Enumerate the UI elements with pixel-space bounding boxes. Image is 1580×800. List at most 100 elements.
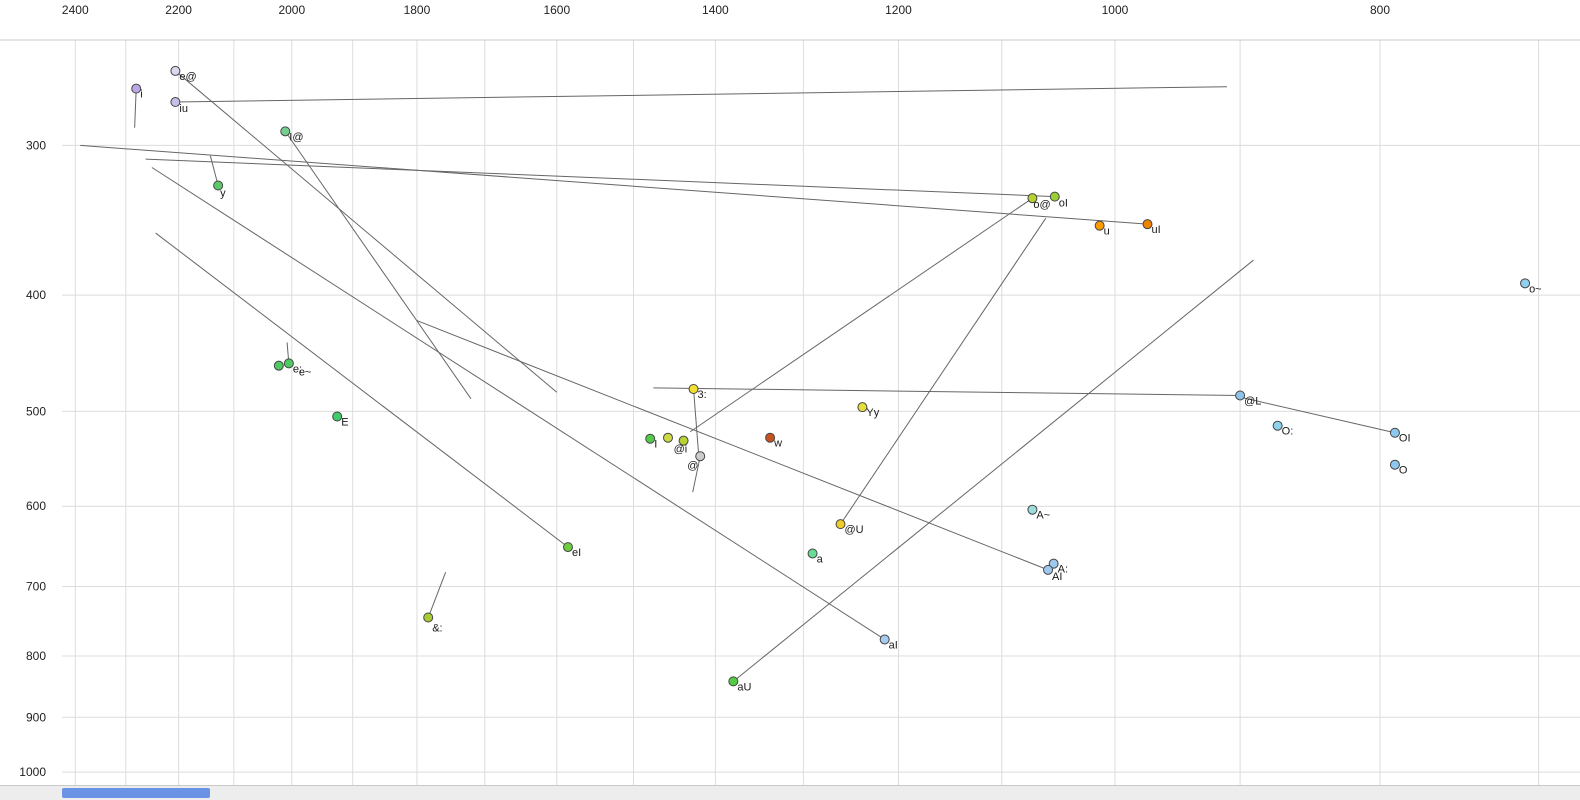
trajectory-line-e@ [175, 70, 558, 393]
horizontal-scrollbar-thumb[interactable] [62, 788, 210, 798]
vowel-point-iu [170, 97, 181, 108]
vowel-label-aU: aU [737, 681, 751, 693]
trajectory-line-I@ [284, 131, 472, 399]
horizontal-scrollbar[interactable] [0, 785, 1580, 800]
vowel-point-i [131, 83, 142, 94]
vowel-label-e:: e: [293, 363, 302, 375]
trajectory-line-@U [840, 217, 1047, 525]
vowel-label-@U: @U [845, 524, 864, 536]
vowel-label-y: y [220, 187, 226, 199]
x-tick-label: 2200 [165, 3, 192, 17]
y-tick-label: 600 [26, 499, 46, 513]
vowel-point-@L [1235, 390, 1246, 401]
vowel-label-A:: A: [1058, 564, 1068, 576]
vowel-point-y [213, 180, 224, 191]
vowel-point-@ [695, 451, 706, 462]
vowel-label-u: u [1104, 226, 1110, 238]
vowel-label-3:: 3: [698, 389, 707, 401]
x-tick-label: 1000 [1102, 3, 1129, 17]
vowel-point-A: [1048, 558, 1059, 569]
vowel-point-o~ [1520, 278, 1531, 289]
trajectory-line-OI [1237, 396, 1396, 434]
vowel-label-e~: e~ [299, 367, 312, 379]
trajectory-line-aU [733, 259, 1254, 682]
vowel-point-u [1094, 220, 1105, 231]
vowel-point-oI [1049, 191, 1060, 202]
vowel-point-O: [1272, 420, 1283, 431]
vowel-point-AI [1043, 564, 1054, 575]
vowel-label-@: @ [687, 460, 698, 472]
trajectory-line-3: [693, 388, 700, 454]
vowel-point-OI [1389, 427, 1400, 438]
vowel-point-o@ [1027, 193, 1038, 204]
vowel-point-@U [835, 519, 846, 530]
vowel-label-O:: O: [1282, 426, 1294, 438]
vowel-point-@i [678, 435, 689, 446]
vowel-label-I@: I@ [289, 131, 303, 143]
vowel-label-@L: @L [1244, 395, 1261, 407]
trajectory-line-eI [155, 232, 569, 548]
trajectory-line-@ [692, 456, 701, 493]
trajectory-line-iu [175, 86, 1227, 103]
x-tick-label: 1600 [543, 3, 570, 17]
vowel-point-e@ [170, 65, 181, 76]
x-tick-label: 800 [1370, 3, 1390, 17]
vowel-point-a [807, 548, 818, 559]
trajectory-line-i [134, 88, 137, 128]
trajectory-line-@L [653, 387, 1241, 396]
x-tick-label: 1200 [885, 3, 912, 17]
vowel-label-iu: iu [179, 103, 188, 115]
y-tick-label: 1000 [19, 765, 46, 779]
vowel-label-E: E [341, 417, 348, 429]
trajectory-line-uI [80, 144, 1148, 225]
vowel-label-I: I [654, 439, 657, 451]
y-tick-label: 800 [26, 649, 46, 663]
vowel-point-e: [283, 358, 294, 369]
trajectory-line-AI [416, 320, 1049, 571]
vowel-point-w [765, 432, 776, 443]
vowel-point-O [1389, 459, 1400, 470]
vowel-label-w: w [773, 438, 782, 450]
vowel-label-i: i [140, 89, 142, 101]
vowel-label-@i: @i [674, 444, 688, 456]
vowel-point-aI [879, 634, 890, 645]
y-tick-label: 900 [26, 710, 46, 724]
y-tick-label: 300 [26, 138, 46, 152]
vowel-point-e~ [273, 360, 284, 371]
vowel-label-&:: &: [432, 623, 442, 635]
vowel-label-O: O [1399, 465, 1408, 477]
y-tick-label: 700 [26, 579, 46, 593]
vowel-label-uI: uI [1151, 224, 1160, 236]
trajectory-line-o@ [689, 197, 1033, 433]
vowel-label-o~: o~ [1529, 283, 1542, 295]
y-tick-label: 400 [26, 288, 46, 302]
vowel-point-E [332, 411, 343, 422]
vowel-point-aU [728, 676, 739, 687]
vowel-point [662, 432, 673, 443]
x-tick-label: 2000 [278, 3, 305, 17]
vowel-point-uI [1142, 219, 1153, 230]
x-tick-label: 2400 [62, 3, 89, 17]
vowel-label-OI: OI [1399, 433, 1411, 445]
vowel-point-eI [562, 542, 573, 553]
vowel-label-o@: o@ [1033, 199, 1050, 211]
x-tick-label: 1400 [702, 3, 729, 17]
vowel-label-e@: e@ [179, 71, 196, 83]
vowel-label-aI: aI [889, 639, 898, 651]
vowel-label-Yy: Yy [866, 407, 879, 419]
vowel-point-&: [423, 612, 434, 623]
vowel-point-I@ [280, 126, 291, 137]
x-tick-label: 1800 [404, 3, 431, 17]
vowel-point-A~ [1027, 504, 1038, 515]
vowel-label-oI: oI [1059, 198, 1068, 210]
trajectory-line-&: [427, 571, 447, 618]
vowel-point-Yy [857, 402, 868, 413]
vowel-point-I [645, 433, 656, 444]
trajectory-line-y [209, 155, 219, 186]
vowel-point-3: [688, 383, 699, 394]
trajectory-line-oI [145, 158, 1055, 198]
y-tick-label: 500 [26, 404, 46, 418]
